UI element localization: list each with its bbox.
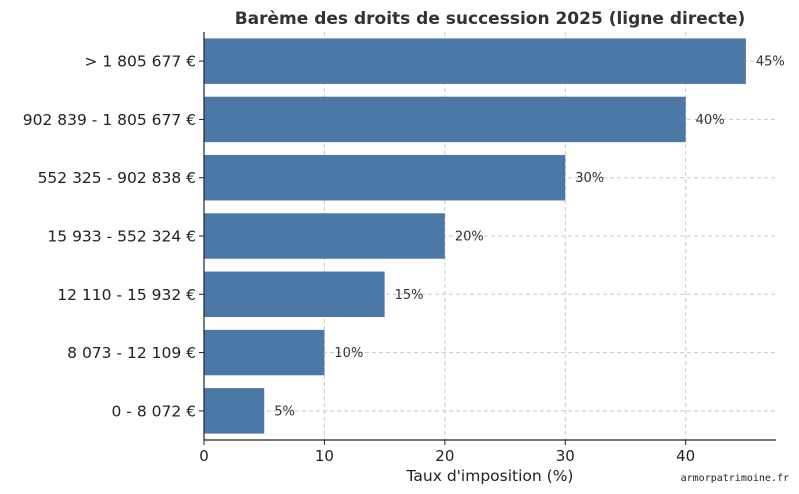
chart-title: Barème des droits de succession 2025 (li… (235, 9, 746, 29)
bar (204, 38, 746, 84)
x-tick-label: 0 (199, 447, 209, 465)
data-label: 5% (274, 404, 295, 419)
category-label: 12 110 - 15 932 € (57, 286, 196, 304)
x-tick-label: 40 (676, 447, 695, 465)
axes (199, 32, 776, 445)
category-label: 15 933 - 552 324 € (47, 228, 196, 246)
bars (204, 38, 746, 434)
category-label: 0 - 8 072 € (112, 402, 196, 420)
category-label: 552 325 - 902 838 € (38, 169, 196, 187)
bar (204, 213, 445, 259)
x-tick-label: 10 (315, 447, 334, 465)
labels: 0 - 8 072 € 5% 8 073 - 12 109 € 10% 12 110 -… (23, 53, 785, 465)
watermark: armorpatrimoine.fr (680, 473, 789, 484)
data-label: 10% (334, 346, 363, 361)
bar (204, 271, 385, 318)
data-label: 40% (696, 113, 725, 128)
x-tick-label: 20 (435, 447, 454, 465)
category-label: 902 839 - 1 805 677 € (23, 111, 196, 129)
bar (204, 154, 566, 201)
bar (204, 329, 325, 376)
bar (204, 388, 265, 434)
category-label: 8 073 - 12 109 € (67, 344, 196, 362)
data-label: 45% (756, 55, 785, 70)
data-label: 20% (455, 230, 484, 245)
data-label: 15% (395, 288, 424, 303)
data-label: 30% (575, 171, 604, 186)
x-tick-label: 30 (556, 447, 575, 465)
x-axis-label: Taux d'imposition (%) (406, 467, 574, 485)
category-label: > 1 805 677 € (84, 53, 196, 71)
bar (204, 96, 686, 143)
